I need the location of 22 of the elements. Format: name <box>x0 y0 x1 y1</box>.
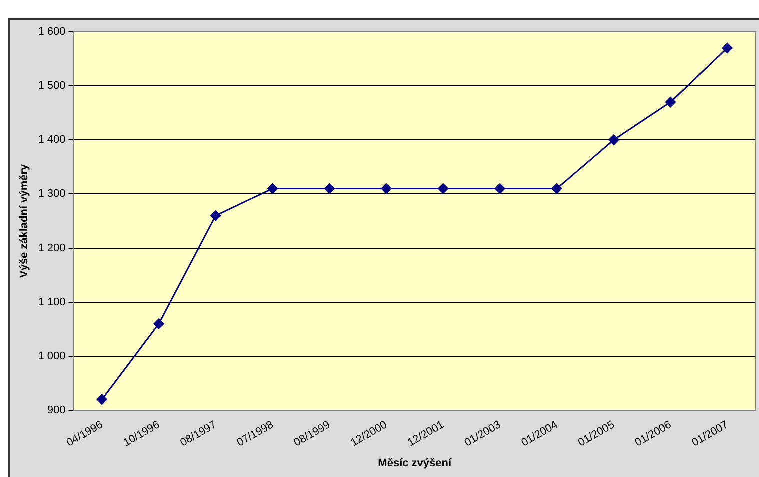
point <box>267 184 278 194</box>
y-tick-label: 900 <box>47 404 66 417</box>
point <box>722 42 733 54</box>
y-tick-label: 1 200 <box>38 242 66 254</box>
y-tick-label: 1 000 <box>38 350 66 362</box>
point <box>552 184 562 194</box>
y-tick-label: 1 400 <box>38 134 66 146</box>
point <box>665 97 676 108</box>
point <box>324 184 335 194</box>
point <box>210 210 222 222</box>
y-tick-label: 1 500 <box>38 80 66 92</box>
y-tick-label: 1 300 <box>38 188 66 200</box>
y-axis-title: Výše základní výměry <box>18 164 31 278</box>
point <box>96 394 108 405</box>
point <box>381 184 392 194</box>
point <box>608 134 620 146</box>
y-tick-label: 1 600 <box>38 26 66 38</box>
point <box>154 318 164 330</box>
point <box>494 184 506 194</box>
x-axis-title: Měsíc zvýšení <box>378 457 452 470</box>
point <box>438 184 449 194</box>
y-tick-label: 1 100 <box>38 296 66 308</box>
